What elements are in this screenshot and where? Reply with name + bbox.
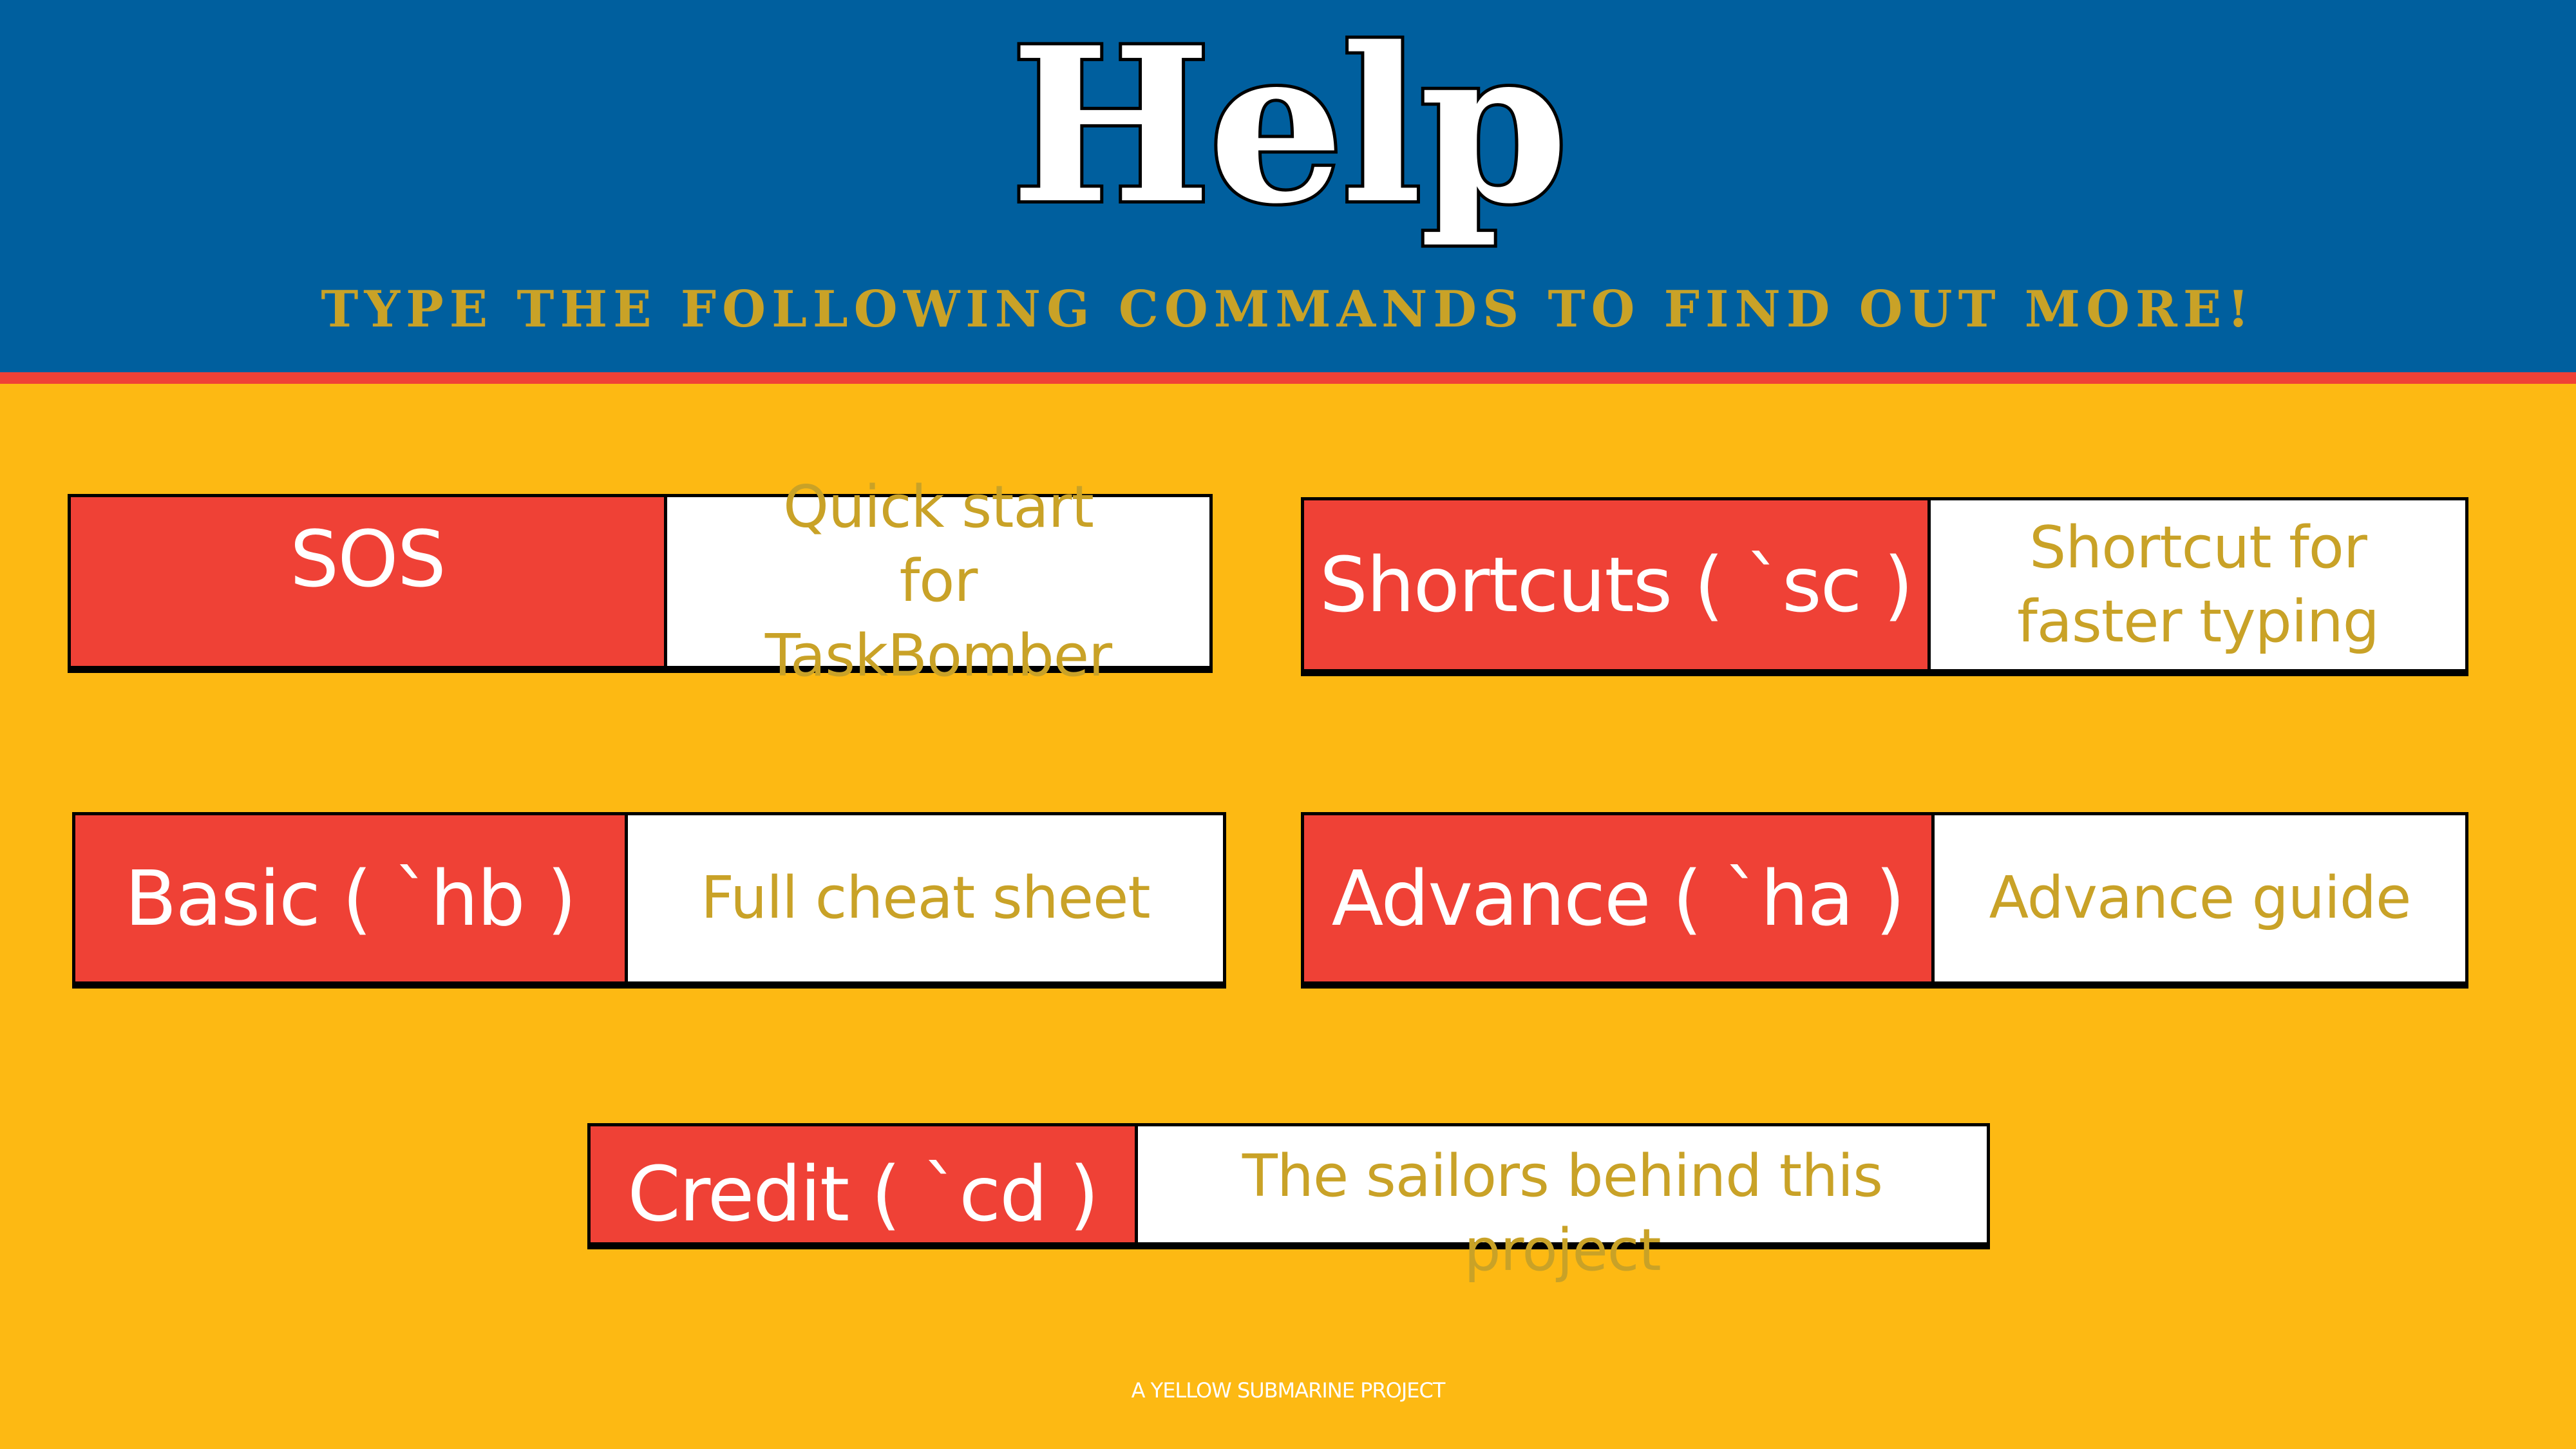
command-label: Basic ( `hb ) xyxy=(75,815,628,981)
command-description: Advance guide xyxy=(1935,815,2465,981)
page-title: Help xyxy=(1007,1,1571,251)
page-subtitle: TYPE THE FOLLOWING COMMANDS TO FIND OUT … xyxy=(321,280,2255,339)
footer-credit: A YELLOW SUBMARINE PROJECT xyxy=(1131,1378,1446,1403)
command-description: Full cheat sheet xyxy=(628,815,1223,981)
command-label: Shortcuts ( `sc ) xyxy=(1304,500,1931,669)
command-description: Shortcut for faster typing xyxy=(1931,500,2465,669)
command-label: SOS xyxy=(71,497,667,666)
command-card-sos: SOS Quick start for TaskBomber xyxy=(68,473,1213,690)
header-banner: Help TYPE THE FOLLOWING COMMANDS TO FIND… xyxy=(0,0,2576,384)
command-card-basic: Basic ( `hb ) Full cheat sheet xyxy=(72,812,1226,989)
command-card-credit: Credit ( `cd ) The sailors behind this p… xyxy=(587,1123,1990,1284)
command-card-advance: Advance ( `ha ) Advance guide xyxy=(1301,812,2468,989)
command-card-shortcuts: Shortcuts ( `sc ) Shortcut for faster ty… xyxy=(1301,497,2468,676)
command-label: Advance ( `ha ) xyxy=(1304,815,1935,981)
command-label: Credit ( `cd ) xyxy=(591,1126,1138,1242)
command-description: Quick start for TaskBomber xyxy=(667,473,1209,690)
command-description: The sailors behind this project xyxy=(1138,1126,1987,1284)
